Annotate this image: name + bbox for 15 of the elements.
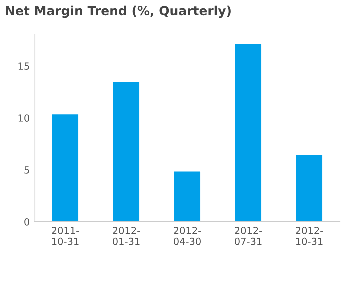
- bar: [234, 42, 263, 222]
- x-tick-label: 2012- 04-30: [174, 227, 202, 246]
- y-tick-label: 10: [18, 114, 30, 122]
- y-tick-label: 5: [24, 166, 30, 174]
- x-tick-label: 2012- 07-31: [235, 227, 262, 246]
- y-tick-label: 15: [18, 62, 30, 70]
- bar: [112, 81, 141, 222]
- y-tick-label: 0: [24, 218, 30, 226]
- x-tick-label: 2011- 10-31: [52, 227, 80, 246]
- bar: [173, 170, 202, 222]
- bar: [51, 113, 80, 222]
- bar: [295, 154, 324, 222]
- x-tick-label: 2012- 10-31: [296, 227, 324, 246]
- chart-title: Net Margin Trend (%, Quarterly): [6, 6, 231, 18]
- x-tick-label: 2012- 01-31: [113, 227, 140, 246]
